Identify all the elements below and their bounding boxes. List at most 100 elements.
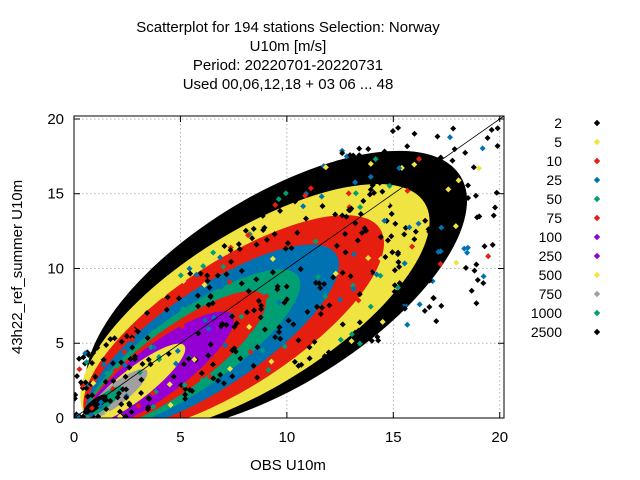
scatter-point <box>443 205 450 212</box>
scatter-point <box>220 263 227 270</box>
scatter-point <box>277 335 284 342</box>
scatter-point <box>297 266 304 273</box>
scatter-point <box>245 288 252 295</box>
scatter-point <box>182 391 189 398</box>
scatter-point <box>464 244 471 251</box>
scatter-point <box>77 379 84 386</box>
scatter-point <box>259 212 266 219</box>
scatter-point <box>352 179 359 186</box>
scatter-point <box>433 318 440 325</box>
scatter-point <box>313 303 320 310</box>
scatter-point <box>334 160 341 167</box>
scatter-point <box>326 317 333 324</box>
legend-marker <box>593 157 601 165</box>
scatter-point <box>89 359 96 366</box>
scatter-point <box>227 365 234 372</box>
scatter-point <box>490 212 497 219</box>
scatter-point <box>102 378 109 385</box>
density-band-2500 <box>83 394 108 415</box>
scatter-point <box>413 176 420 183</box>
scatter-point <box>456 192 463 199</box>
scatter-point <box>109 386 116 393</box>
legend-marker <box>593 176 601 184</box>
scatter-point <box>227 247 234 254</box>
legend-label: 250 <box>539 248 563 264</box>
scatter-point <box>315 273 322 280</box>
x-tick-label: 5 <box>176 429 184 446</box>
scatter-point <box>85 351 92 358</box>
scatter-point <box>348 205 355 212</box>
scatter-point <box>313 316 320 323</box>
title-line-4: Used 00,06,12,18 + 03 06 ... 48 <box>183 76 394 93</box>
scatter-point <box>371 179 378 186</box>
scatter-point <box>361 225 368 232</box>
scatter-point <box>182 395 189 402</box>
scatter-point <box>379 318 386 325</box>
scatter-point <box>236 246 243 253</box>
scatter-point <box>272 334 279 341</box>
scatter-point <box>166 381 173 388</box>
scatter-point <box>404 293 411 300</box>
scatter-point <box>170 373 177 380</box>
scatter-point <box>97 403 104 410</box>
scatter-point <box>174 348 181 355</box>
scatter-point <box>205 301 212 308</box>
scatter-point <box>100 356 107 363</box>
scatter-point <box>221 243 228 250</box>
scatter-point <box>426 303 433 310</box>
scatter-point <box>275 329 282 336</box>
scatter-point <box>350 285 357 292</box>
scatter-point <box>295 362 302 369</box>
scatter-point <box>122 413 129 418</box>
scatter-point <box>473 261 480 268</box>
scatter-point <box>189 311 196 318</box>
scatter-point <box>201 281 208 288</box>
scatter-point <box>210 249 217 256</box>
scatter-point <box>180 306 187 313</box>
y-tick-label: 15 <box>47 186 64 203</box>
scatter-point <box>494 143 501 150</box>
scatter-point <box>229 347 236 354</box>
scatter-point <box>265 367 272 374</box>
scatter-point <box>263 293 270 300</box>
scatter-point <box>253 241 260 248</box>
scatter-point <box>337 336 344 343</box>
scatter-point <box>122 373 129 380</box>
scatter-point <box>129 344 136 351</box>
scatter-point <box>177 272 184 279</box>
scatter-point <box>244 309 251 316</box>
scatter-point <box>257 314 264 321</box>
scatter-point <box>395 259 402 266</box>
scatter-point <box>367 186 374 193</box>
scatter-point <box>318 193 325 200</box>
scatter-point <box>479 145 486 152</box>
scatter-point <box>377 234 384 241</box>
scatter-point <box>82 379 89 386</box>
legend-marker <box>593 195 601 203</box>
scatter-point <box>230 263 237 270</box>
scatter-point <box>119 386 126 393</box>
scatter-point <box>307 185 314 192</box>
legend-label: 500 <box>539 267 563 283</box>
scatter-point <box>312 238 319 245</box>
legend-label: 25 <box>546 172 562 188</box>
scatter-point <box>322 164 329 171</box>
scatter-point <box>164 294 171 301</box>
scatter-point <box>288 245 295 252</box>
scatter-point <box>293 191 300 198</box>
scatter-point <box>468 287 475 294</box>
scatter-point <box>451 232 458 239</box>
scatter-point <box>247 349 254 356</box>
scatter-point <box>104 370 111 377</box>
scatter-point <box>368 337 375 344</box>
plot-frame <box>73 115 505 419</box>
scatter-point <box>131 353 138 360</box>
scatter-point <box>389 128 396 135</box>
scatter-point <box>337 296 344 303</box>
scatter-point <box>493 189 500 196</box>
scatter-point <box>229 313 236 320</box>
scatter-point <box>274 283 281 290</box>
scatter-point <box>333 242 340 249</box>
scatter-point <box>443 238 450 245</box>
scatter-point <box>178 382 185 389</box>
